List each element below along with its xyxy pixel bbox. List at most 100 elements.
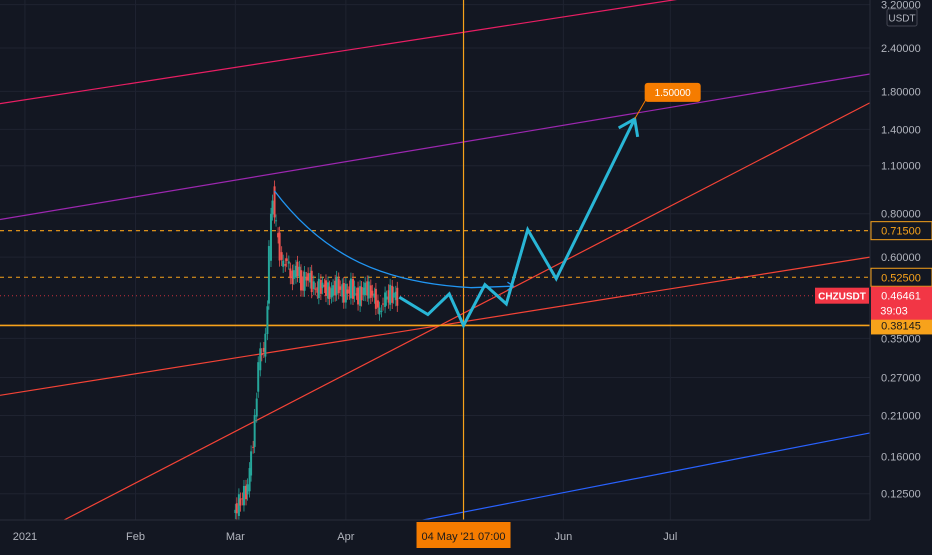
candle-body <box>335 276 338 295</box>
candle-body <box>346 289 349 294</box>
time-tick-label: 2021 <box>13 531 37 543</box>
projection-arrowhead <box>617 116 640 138</box>
candle-body <box>303 271 306 291</box>
projection-line <box>398 118 637 329</box>
candle-body <box>255 398 258 417</box>
trend-line <box>384 432 871 528</box>
candle-body <box>302 276 305 291</box>
price-tick-label: 1.10000 <box>881 161 921 173</box>
time-axis[interactable]: 2021 Feb Mar Apr Jun Jul 04 May '21 07:00 <box>13 522 678 548</box>
candle-body <box>266 306 269 334</box>
time-tick-label: Jul <box>663 531 677 543</box>
candle-body <box>373 293 376 298</box>
candle-body <box>396 287 399 306</box>
price-axis[interactable]: 3.20000 2.40000 1.80000 1.40000 1.10000 0.800… <box>881 0 921 501</box>
candle-body <box>330 288 333 298</box>
candle-body <box>253 414 256 447</box>
candle-body <box>394 291 397 301</box>
price-axis-background <box>870 0 932 520</box>
time-tick-label: Apr <box>337 531 354 543</box>
symbol-tag <box>815 287 869 304</box>
candle-body <box>342 282 345 303</box>
candle-body <box>392 292 395 298</box>
horizontal-levels <box>0 230 870 327</box>
candle-body <box>324 280 327 296</box>
price-tick-label: 3.20000 <box>881 0 921 12</box>
candle-body <box>285 258 288 262</box>
candle-body <box>380 310 383 312</box>
symbol-label: CHZUSDT <box>818 292 866 303</box>
level-price-tag <box>870 221 932 241</box>
projection-path <box>398 116 640 329</box>
candle-body <box>344 283 347 303</box>
candle-body <box>267 246 270 304</box>
currency-badge[interactable] <box>886 8 918 27</box>
grid <box>0 0 870 520</box>
last-price-label: 0.46461 <box>881 291 921 303</box>
trend-line <box>0 73 871 221</box>
candle-body <box>246 484 249 495</box>
candle-body <box>366 281 369 296</box>
price-tick-label: 0.27000 <box>881 373 921 385</box>
trend-line <box>0 0 678 105</box>
candle-body <box>241 498 244 500</box>
candle-body <box>323 284 326 287</box>
countdown-label: 39:03 <box>880 306 908 318</box>
price-tick-label: 0.12500 <box>881 489 921 501</box>
axis-price-tags: 0.71500 0.52500 0.38145 CHZUSDT 0.46461 39:03 <box>815 221 932 335</box>
candle-body <box>262 347 265 352</box>
level-price-label: 0.52500 <box>881 272 921 284</box>
candle-body <box>389 284 392 305</box>
candle-body <box>242 485 245 506</box>
candle-body <box>321 282 324 289</box>
candle-body <box>264 333 267 357</box>
candle-body <box>328 286 331 300</box>
candle-body <box>314 288 317 290</box>
candle-body <box>252 446 255 448</box>
candle-body <box>296 261 299 277</box>
candle-body <box>271 200 274 215</box>
candle-body <box>292 270 295 279</box>
candle-body <box>282 260 285 267</box>
candle-body <box>287 261 290 264</box>
candle-body <box>273 186 276 218</box>
candle-body <box>234 509 237 513</box>
candle-body <box>376 300 379 308</box>
target-box <box>644 82 701 102</box>
crosshair-time-tag <box>416 522 511 548</box>
candle-body <box>312 281 315 289</box>
level-price-tag <box>870 267 932 287</box>
candle-body <box>310 270 313 293</box>
candle-body <box>364 282 367 296</box>
candle-body <box>291 270 294 285</box>
candle-body <box>353 286 356 297</box>
candle-body <box>357 287 360 305</box>
candle-body <box>387 290 390 303</box>
candle-body <box>349 278 352 299</box>
candle-body <box>374 288 377 309</box>
target-callout: 1.50000 <box>634 82 701 120</box>
price-series <box>234 180 399 523</box>
price-tick-label: 2.40000 <box>881 43 921 55</box>
price-tick-label: 1.40000 <box>881 124 921 136</box>
last-price-tag <box>871 286 932 320</box>
candle-body <box>384 292 387 307</box>
currency-label: USDT <box>888 14 915 25</box>
level-price-tag <box>871 316 932 335</box>
curve-line <box>274 190 514 289</box>
candle-body <box>327 282 330 299</box>
candle-body <box>337 278 340 294</box>
candle-body <box>378 307 381 315</box>
candle-body <box>371 290 374 296</box>
candle-body <box>294 265 297 278</box>
candle-body <box>369 285 372 298</box>
candle-body <box>259 348 262 371</box>
candle-body <box>275 220 278 222</box>
candle-body <box>284 264 287 266</box>
candle-body <box>305 277 308 281</box>
price-tick-label: 0.35000 <box>881 333 921 345</box>
candle-body <box>367 281 370 299</box>
level-price-label: 0.71500 <box>881 226 921 238</box>
candle-body <box>289 268 292 279</box>
